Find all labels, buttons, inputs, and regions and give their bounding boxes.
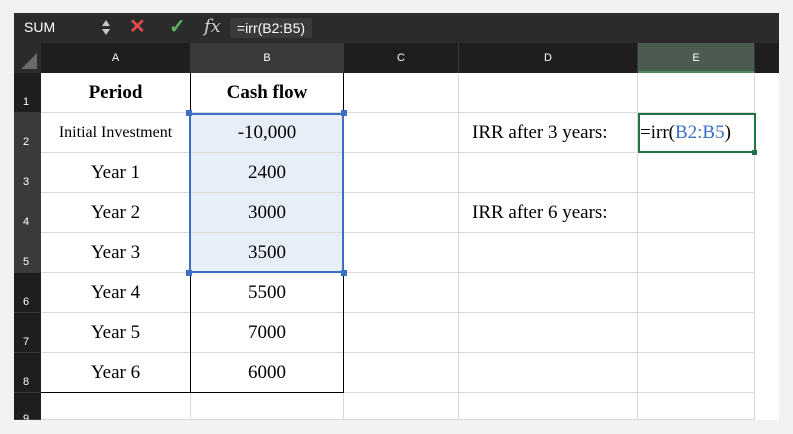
row-header-9[interactable]: 9 (14, 393, 41, 420)
cell-b2[interactable]: -10,000 (191, 113, 344, 153)
cancel-icon[interactable]: ✕ (129, 16, 146, 38)
column-header-e[interactable]: E (638, 43, 755, 73)
cell-e6[interactable] (638, 273, 755, 313)
row-header-1[interactable]: 1 (14, 73, 41, 113)
formula-suffix: ) (724, 122, 731, 143)
column-header-d[interactable]: D (459, 43, 638, 73)
cell-a1[interactable]: Period (41, 73, 191, 113)
cell-a6[interactable]: Year 4 (41, 273, 191, 313)
row-header-8[interactable]: 8 (14, 353, 41, 393)
select-all-corner[interactable] (14, 43, 41, 73)
range-handle-top-right[interactable] (341, 110, 347, 116)
cell-c8[interactable] (344, 353, 459, 393)
cell-d1[interactable] (459, 73, 638, 113)
cell-c1[interactable] (344, 73, 459, 113)
cell-d5[interactable] (459, 233, 638, 273)
row-header-2[interactable]: 2 (14, 113, 41, 153)
cell-d2[interactable]: IRR after 3 years: (459, 113, 638, 153)
cell-e3[interactable] (638, 153, 755, 193)
cell-c6[interactable] (344, 273, 459, 313)
cell-b8[interactable]: 6000 (191, 353, 344, 393)
cell-e4[interactable] (638, 193, 755, 233)
formula-range-highlight (189, 113, 344, 273)
column-header-a[interactable]: A (41, 43, 191, 73)
cell-e5[interactable] (638, 233, 755, 273)
formula-prefix: =irr( (640, 122, 675, 143)
table-border-bottom (41, 392, 344, 393)
cell-c2[interactable] (344, 113, 459, 153)
cell-e9[interactable] (638, 393, 755, 420)
row-header-6[interactable]: 6 (14, 273, 41, 313)
cell-a7[interactable]: Year 5 (41, 313, 191, 353)
cell-c7[interactable] (344, 313, 459, 353)
cell-c4[interactable] (344, 193, 459, 233)
range-handle-bottom-left[interactable] (186, 270, 192, 276)
row-header-7[interactable]: 7 (14, 313, 41, 353)
row-header-5[interactable]: 5 (14, 233, 41, 273)
cell-c5[interactable] (344, 233, 459, 273)
formula-input[interactable]: =irr(B2:B5) (230, 18, 313, 38)
cell-a9[interactable] (41, 393, 191, 420)
cell-b7[interactable]: 7000 (191, 313, 344, 353)
stepper-icon[interactable] (102, 18, 112, 38)
formula-bar: SUM ✕ ✓ fx =irr(B2:B5) (14, 13, 779, 43)
cell-c9[interactable] (344, 393, 459, 420)
column-f-strip (755, 73, 779, 420)
cell-a2[interactable]: Initial Investment (41, 113, 191, 153)
name-box[interactable]: SUM (24, 19, 56, 35)
spreadsheet-window: SUM ✕ ✓ fx =irr(B2:B5) A B C D E 1 2 3 4… (14, 13, 779, 420)
row-header-3[interactable]: 3 (14, 153, 41, 193)
cell-b9[interactable] (191, 393, 344, 420)
row-header-4[interactable]: 4 (14, 193, 41, 233)
cell-d9[interactable] (459, 393, 638, 420)
fill-handle[interactable] (752, 150, 757, 155)
range-handle-bottom-right[interactable] (341, 270, 347, 276)
column-header-f[interactable] (755, 43, 779, 73)
column-header-c[interactable]: C (344, 43, 459, 73)
cell-a4[interactable]: Year 2 (41, 193, 191, 233)
cell-e2-editor[interactable]: =irr(B2:B5) (640, 113, 731, 153)
cell-c3[interactable] (344, 153, 459, 193)
cell-b3[interactable]: 2400 (191, 153, 344, 193)
column-header-b[interactable]: B (191, 43, 344, 73)
cell-e7[interactable] (638, 313, 755, 353)
cell-a8[interactable]: Year 6 (41, 353, 191, 393)
cell-a5[interactable]: Year 3 (41, 233, 191, 273)
cell-d8[interactable] (459, 353, 638, 393)
formula-range-ref: B2:B5 (674, 122, 725, 143)
cell-d6[interactable] (459, 273, 638, 313)
cell-e1[interactable] (638, 73, 755, 113)
cell-b1[interactable]: Cash flow (191, 73, 344, 113)
cell-a3[interactable]: Year 1 (41, 153, 191, 193)
cell-d3[interactable] (459, 153, 638, 193)
fx-icon[interactable]: fx (204, 16, 221, 37)
confirm-icon[interactable]: ✓ (169, 16, 186, 38)
cell-e8[interactable] (638, 353, 755, 393)
active-cell-border (638, 113, 756, 153)
cell-b4[interactable]: 3000 (191, 193, 344, 233)
cell-d4[interactable]: IRR after 6 years: (459, 193, 638, 233)
cell-b6[interactable]: 5500 (191, 273, 344, 313)
column-headers: A B C D E (14, 43, 779, 73)
range-handle-top-left[interactable] (186, 110, 192, 116)
cell-d7[interactable] (459, 313, 638, 353)
